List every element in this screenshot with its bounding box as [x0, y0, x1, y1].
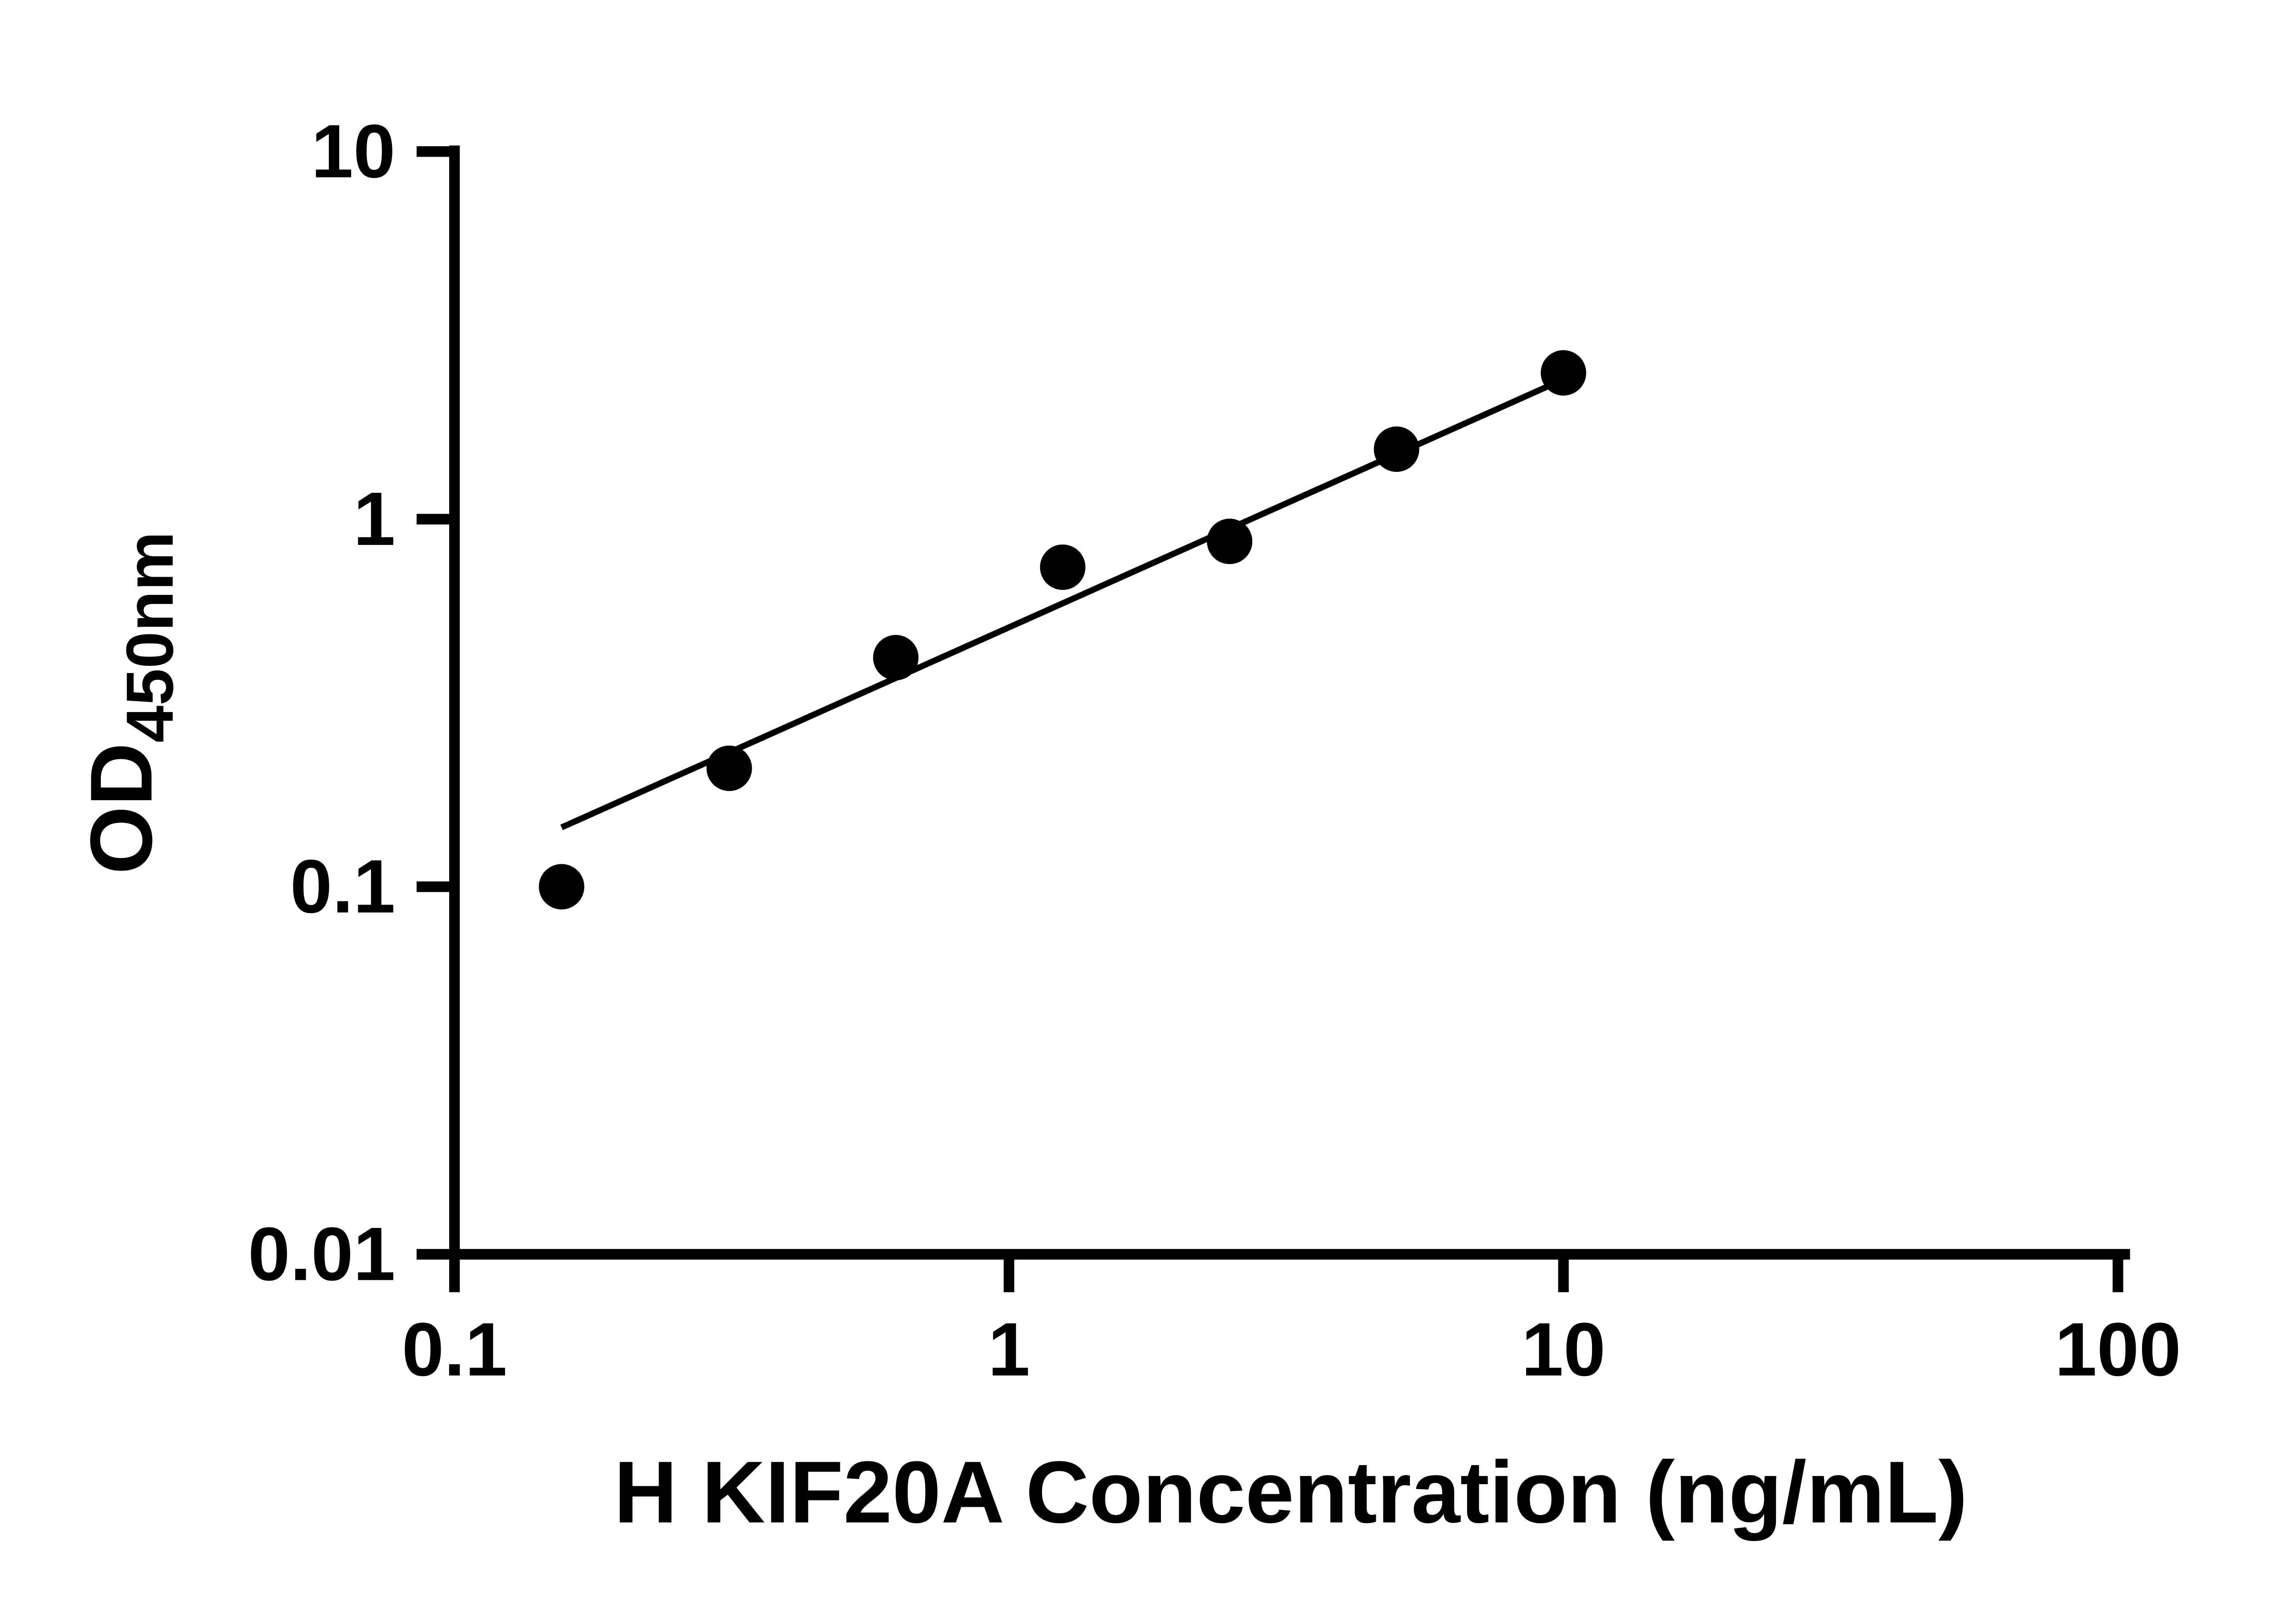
y-tick-label: 1 [353, 477, 396, 561]
y-axis-title-main: OD [72, 743, 170, 874]
axis-ticks [417, 146, 2123, 1292]
plot-area [539, 350, 1587, 910]
data-point [1207, 519, 1253, 564]
data-point [706, 745, 752, 791]
data-point [1374, 426, 1419, 472]
axis-spine [449, 145, 2130, 1260]
data-point [539, 864, 585, 910]
x-axis-title: H KIF20A Concentration (ng/mL) [614, 1443, 1968, 1541]
y-axis-title: OD450nm [72, 531, 188, 874]
y-axis-title-subscript: 450nm [113, 531, 187, 743]
y-tick-label: 0.1 [290, 844, 396, 929]
data-point [1040, 544, 1086, 590]
y-tick-label: 0.01 [248, 1212, 396, 1297]
axes [449, 145, 2130, 1260]
x-tick-label: 0.1 [402, 1307, 507, 1392]
data-point [1541, 350, 1587, 396]
x-tick-label: 1 [988, 1307, 1030, 1392]
x-tick-label: 10 [1521, 1307, 1606, 1392]
x-tick-label: 100 [2055, 1307, 2181, 1392]
data-point [873, 635, 919, 681]
y-tick-label: 10 [311, 109, 396, 193]
